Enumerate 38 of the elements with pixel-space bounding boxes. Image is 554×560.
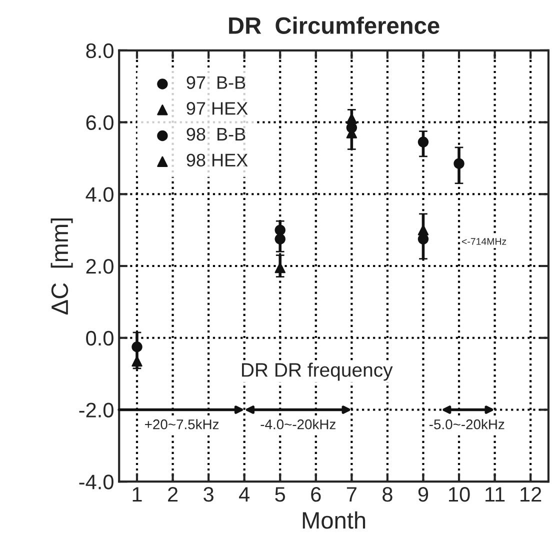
annotation: +20~7.5kHz (145, 419, 219, 430)
x-tick-label: 9 (418, 487, 428, 502)
x-tick-label: 1 (132, 487, 142, 502)
x-tick-label: 11 (486, 487, 505, 502)
y-tick-label: 6.0 (86, 115, 114, 130)
y-tick-label: 8.0 (86, 43, 114, 58)
x-tick-label: 6 (311, 487, 321, 502)
y-tick-label: 2.0 (86, 259, 114, 274)
chart-title: DR Circumference (229, 16, 440, 34)
legend-label: 97 B-B (186, 76, 246, 89)
annotation: <-714MHz (462, 238, 506, 245)
x-tick-label: 5 (275, 487, 286, 502)
x-tick-label: 7 (346, 487, 356, 502)
point (132, 356, 142, 367)
y-tick-label: 4.0 (86, 187, 114, 202)
annotation: DR DR frequency (242, 362, 393, 381)
annotation: -5.0~-20kHz (429, 419, 504, 430)
legend-label: 97 HEX (186, 102, 248, 115)
point (274, 224, 286, 236)
point (454, 158, 464, 169)
legend-label: 98 HEX (186, 154, 248, 167)
y-tick-label: -2.0 (79, 402, 114, 418)
point (274, 234, 286, 244)
point (418, 136, 429, 148)
x-tick-label: 8 (382, 487, 392, 502)
x-tick-label: 12 (520, 487, 542, 502)
point (418, 234, 429, 244)
x-axis-title: Month (302, 511, 366, 529)
x-tick-label: 3 (204, 487, 214, 502)
y-tick-label: -4.0 (79, 474, 114, 490)
annotation: -4.0~-20kHz (260, 419, 336, 430)
point (132, 341, 142, 352)
x-tick-label: 10 (449, 487, 470, 502)
legend-label: 98 B-B (186, 128, 246, 141)
y-axis-title: ΔC [mm] (50, 218, 73, 314)
x-tick-label: 4 (239, 487, 250, 502)
x-tick-label: 2 (168, 487, 178, 502)
y-tick-label: 0.0 (86, 330, 114, 346)
